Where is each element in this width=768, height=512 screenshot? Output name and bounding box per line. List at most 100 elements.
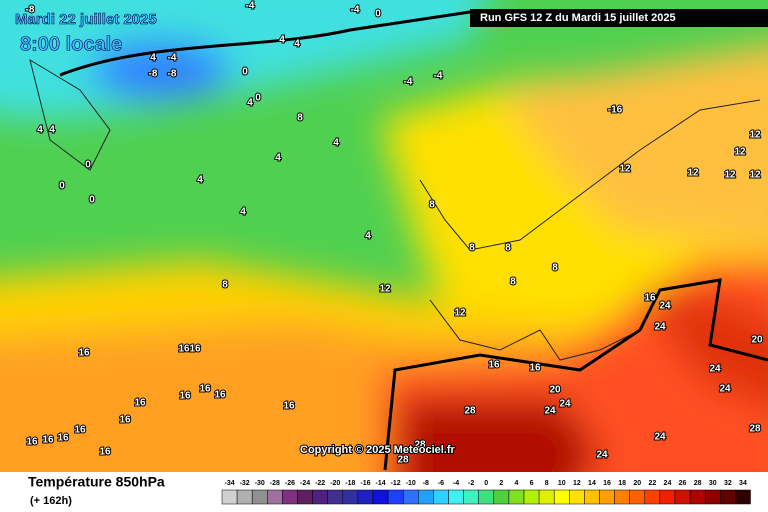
contour-label: 0	[242, 67, 248, 78]
contour-label: 16	[57, 433, 69, 444]
scale-swatch	[418, 489, 434, 505]
contour-label: 24	[596, 450, 608, 461]
scale-swatch	[599, 489, 615, 505]
scale-label: -12	[391, 480, 401, 487]
contour-label: 16	[78, 348, 90, 359]
contour-label: 24	[559, 399, 571, 410]
scale-label: 16	[603, 480, 611, 487]
contour-label: -4	[434, 71, 443, 82]
scale-swatch	[629, 489, 646, 505]
contour-label: 8	[505, 243, 511, 254]
contour-label: 12	[734, 147, 746, 158]
contour-label: 4	[333, 138, 339, 149]
contour-label: 12	[724, 170, 736, 181]
scale-swatch	[674, 489, 691, 505]
scale-label: -24	[300, 480, 310, 487]
contour-label: 16	[134, 398, 146, 409]
contour-label: 4	[294, 39, 300, 50]
scale-swatch	[372, 489, 389, 505]
scale-label: -20	[330, 480, 340, 487]
contour-label: 16	[42, 435, 54, 446]
contour-label: -8	[26, 5, 35, 16]
contour-label: 24	[654, 322, 666, 333]
scale-swatch	[402, 489, 419, 505]
scale-label: 30	[709, 480, 717, 487]
scale-label: -30	[255, 480, 265, 487]
scale-swatch	[267, 489, 283, 505]
scale-label: -32	[240, 480, 250, 487]
contour-label: 0	[59, 181, 65, 192]
scale-label: 2	[499, 480, 503, 487]
contour-label: 12	[687, 168, 699, 179]
scale-swatch	[342, 489, 359, 505]
contour-label: 0	[85, 160, 91, 171]
scale-swatch	[312, 489, 328, 505]
contour-label: 16	[179, 391, 191, 402]
contour-label: 16	[529, 363, 541, 374]
scale-swatch	[569, 489, 585, 505]
contour-label: 4	[279, 35, 285, 46]
contour-label: 20	[549, 385, 561, 396]
contour-label: -4	[351, 5, 360, 16]
contour-label: 16	[189, 344, 201, 355]
contour-label: 16	[26, 437, 38, 448]
scale-swatch	[553, 489, 570, 505]
scale-label: 28	[694, 480, 702, 487]
coastlines	[29, 58, 761, 361]
scale-swatch	[538, 489, 555, 505]
scale-label: 20	[633, 480, 641, 487]
scale-swatch	[327, 489, 344, 505]
contour-label: 4	[197, 175, 203, 186]
lead-time: (+ 162h)	[30, 495, 72, 507]
scale-label: 34	[739, 480, 747, 487]
contour-label: -4	[168, 53, 177, 64]
scale-label: 22	[648, 480, 656, 487]
contour-label: 12	[379, 284, 391, 295]
contour-label: 12	[749, 130, 761, 141]
contour-label: 8	[510, 277, 516, 288]
scale-label: -26	[285, 480, 295, 487]
contour-label: 16	[74, 425, 86, 436]
contour-label: 12	[619, 164, 631, 175]
contour-label: 16	[283, 401, 295, 412]
scale-swatch	[221, 489, 238, 505]
contour-label: 24	[719, 384, 731, 395]
scale-swatch	[236, 489, 253, 505]
scale-label: -34	[224, 480, 234, 487]
contour-label: 0	[375, 9, 381, 20]
contour-label: 4	[365, 231, 371, 242]
contour-label: 8	[552, 263, 558, 274]
contour-label: 24	[544, 406, 556, 417]
scale-swatch	[689, 489, 706, 505]
local-time: 8:00 locale	[20, 33, 122, 55]
contour-label: 16	[199, 384, 211, 395]
scale-label: -4	[453, 480, 459, 487]
contour-label: 20	[751, 335, 763, 346]
scale-label: 8	[545, 480, 549, 487]
scale-label: 12	[573, 480, 581, 487]
contour-label: 16	[644, 293, 656, 304]
scale-swatch	[478, 489, 495, 505]
scale-label: 26	[679, 480, 687, 487]
contour-label: -8	[168, 69, 177, 80]
scale-label: -8	[423, 480, 429, 487]
contour-label: 28	[414, 440, 426, 451]
scale-swatch	[433, 489, 449, 505]
contour-label: 16	[99, 447, 111, 458]
scale-swatch	[297, 489, 313, 505]
contour-label: 4	[49, 125, 55, 136]
scale-label: 18	[618, 480, 626, 487]
scale-label: 14	[588, 480, 596, 487]
valid-time: Mardi 22 juillet 2025	[15, 11, 157, 28]
contour-label: 28	[749, 424, 761, 435]
contour-label: 4	[240, 207, 246, 218]
scale-swatch	[659, 489, 676, 505]
scale-label: -28	[270, 480, 280, 487]
scale-label: -22	[315, 480, 325, 487]
contour-label: 12	[454, 308, 466, 319]
scale-label: 10	[558, 480, 566, 487]
contour-label: 28	[397, 455, 409, 466]
scale-label: -6	[438, 480, 444, 487]
contour-label: 8	[297, 113, 303, 124]
